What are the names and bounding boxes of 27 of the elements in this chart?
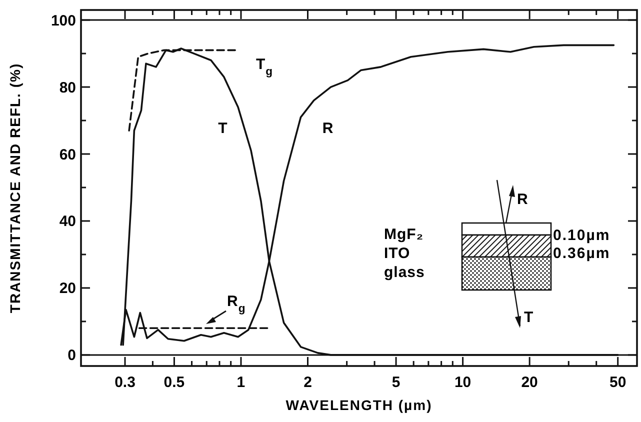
x-tick-label: 50	[610, 374, 626, 391]
annotation: MgF₂	[384, 226, 424, 243]
x-tick-label: 20	[521, 374, 538, 391]
x-tick-label: 0.3	[114, 374, 136, 391]
annotation: R$_{g}$	[227, 293, 246, 315]
y-tick-label: 100	[50, 12, 76, 30]
y-tick-label: 0	[68, 347, 76, 364]
x-axis-title: WAVELENGTH (µm)	[286, 397, 432, 413]
annotation: 0.36µm	[553, 245, 610, 262]
annotation: T	[524, 309, 534, 326]
annotation: glass	[384, 264, 425, 281]
annotation: 0.10µm	[553, 227, 610, 244]
y-tick-label: 20	[59, 280, 76, 298]
y-tick-label: 60	[59, 146, 76, 164]
annotation: T$_{g}$	[256, 56, 274, 78]
annotation: R	[322, 120, 334, 137]
y-tick-label: 40	[59, 213, 76, 230]
x-tick-label: 5	[392, 374, 400, 391]
x-tick-label: 2	[304, 374, 312, 391]
annotation: R	[517, 191, 528, 208]
x-tick-label: 10	[454, 374, 472, 391]
x-tick-label: 0.5	[164, 374, 185, 391]
y-tick-label: 80	[59, 79, 76, 96]
annotation: T	[218, 120, 228, 137]
x-tick-label: 1	[236, 374, 246, 391]
annotation: ITO	[384, 245, 410, 262]
y-axis-title: TRANSMITTANCE AND REFL. (%)	[7, 62, 23, 314]
